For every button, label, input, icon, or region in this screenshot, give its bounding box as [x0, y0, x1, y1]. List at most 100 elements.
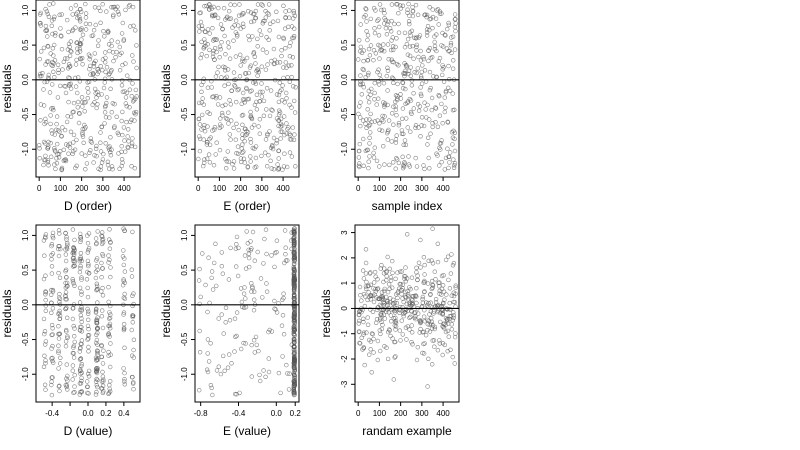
data-point — [248, 10, 254, 15]
data-point — [79, 37, 84, 42]
data-point — [428, 292, 433, 297]
data-point — [205, 110, 210, 115]
data-point — [69, 49, 74, 54]
data-point — [86, 231, 92, 236]
data-point — [226, 45, 232, 50]
data-point — [379, 7, 384, 13]
data-point — [292, 355, 297, 361]
data-point — [416, 108, 422, 113]
data-point — [382, 266, 387, 271]
data-point — [390, 111, 395, 116]
data-point — [239, 12, 245, 18]
data-point — [257, 372, 262, 378]
data-point — [253, 155, 259, 161]
data-point — [106, 237, 112, 242]
data-point — [64, 56, 70, 61]
data-point — [94, 348, 100, 353]
data-point — [364, 330, 369, 335]
data-point — [366, 123, 371, 129]
data-point — [449, 130, 455, 135]
data-point — [409, 340, 414, 345]
data-point — [449, 322, 454, 327]
data-point — [122, 269, 128, 274]
data-point — [280, 167, 285, 172]
data-point — [263, 67, 269, 72]
data-point — [209, 269, 215, 274]
data-point — [77, 257, 83, 262]
data-point — [199, 127, 204, 132]
data-point — [257, 28, 262, 33]
data-point — [57, 83, 63, 89]
data-point — [414, 70, 419, 76]
data-point — [102, 60, 108, 65]
data-point — [79, 375, 84, 381]
data-point — [431, 311, 436, 316]
data-point — [106, 299, 111, 305]
data-point — [99, 308, 105, 313]
data-point — [199, 39, 204, 45]
data-point — [120, 132, 125, 138]
data-point — [43, 308, 48, 313]
data-point — [449, 35, 454, 40]
data-point — [289, 246, 294, 252]
data-point — [102, 80, 108, 85]
data-point — [366, 165, 371, 171]
data-point — [446, 165, 451, 171]
data-point — [358, 115, 363, 120]
data-point — [406, 292, 411, 297]
data-point — [107, 379, 113, 384]
data-point — [107, 150, 113, 155]
data-point — [282, 151, 287, 156]
data-point — [453, 283, 458, 288]
data-point — [276, 92, 282, 98]
data-point — [104, 9, 109, 14]
data-point — [281, 291, 286, 296]
data-point — [243, 71, 249, 76]
data-point — [284, 121, 289, 126]
data-point — [50, 332, 55, 337]
data-point — [271, 19, 276, 24]
data-point — [72, 248, 77, 254]
data-point — [382, 104, 387, 109]
data-point — [46, 76, 52, 82]
x-axis-title: randam example — [362, 424, 452, 438]
data-point — [282, 100, 287, 105]
data-point — [411, 56, 416, 61]
data-point — [365, 33, 371, 38]
data-point — [85, 317, 91, 322]
data-point — [368, 282, 373, 287]
data-point — [378, 312, 383, 317]
data-point — [95, 357, 101, 362]
data-point — [257, 131, 262, 136]
data-point — [78, 390, 83, 395]
data-point — [393, 354, 398, 359]
data-point — [63, 142, 69, 147]
data-point — [74, 40, 80, 45]
data-point — [358, 73, 363, 78]
data-point — [435, 348, 441, 353]
data-point — [132, 144, 138, 150]
data-point — [197, 266, 202, 272]
data-point — [130, 136, 135, 141]
data-point — [376, 33, 382, 38]
data-point — [85, 285, 90, 291]
data-point — [266, 153, 271, 158]
data-point — [452, 24, 458, 30]
data-point — [107, 386, 112, 392]
data-point — [421, 351, 427, 356]
data-point — [291, 84, 296, 89]
data-point — [80, 104, 85, 109]
data-point — [49, 287, 54, 293]
data-point — [129, 267, 135, 272]
data-point — [38, 49, 44, 54]
data-point — [382, 162, 387, 167]
data-point — [83, 167, 88, 172]
data-point — [72, 339, 77, 345]
data-point — [425, 322, 430, 327]
data-point — [232, 2, 237, 8]
data-point — [56, 151, 62, 157]
data-point — [94, 319, 99, 324]
data-point — [85, 95, 91, 101]
data-point — [234, 392, 239, 397]
